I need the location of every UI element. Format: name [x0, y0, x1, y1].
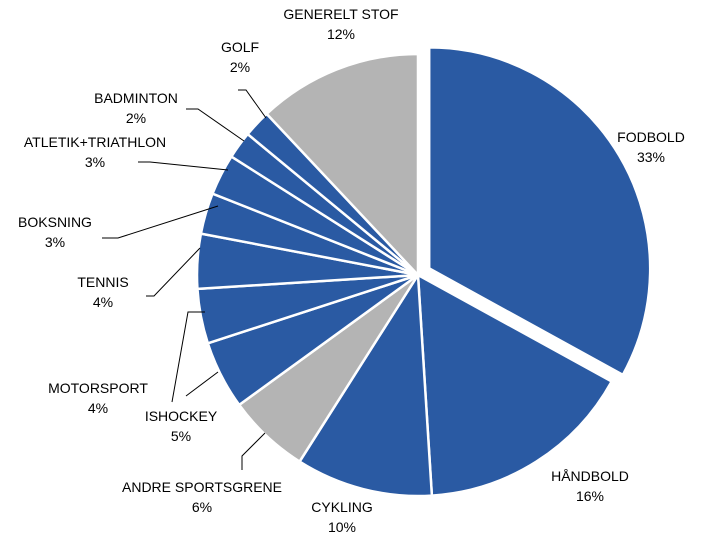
leader-line-ishockey	[185, 371, 219, 397]
slice-value-label: 2%	[230, 59, 250, 75]
leader-line-boksning	[102, 205, 219, 239]
pie-slice-fodbold	[427, 46, 652, 377]
leader-line-badminton	[186, 108, 245, 142]
slice-label-boksning: BOKSNING 3%	[18, 214, 92, 250]
slice-category-label: FODBOLD	[617, 129, 685, 145]
slice-value-label: 12%	[327, 26, 355, 42]
slice-label-fodbold: FODBOLD 33%	[617, 129, 685, 165]
slice-category-label: TENNIS	[77, 274, 128, 290]
pie-slices	[195, 46, 652, 498]
slice-label-golf: GOLF 2%	[221, 39, 259, 75]
slice-labels: FODBOLD 33% HÅNDBOLD 16% CYKLING 10% ANDRE SPO…	[18, 6, 685, 533]
slice-label-tennis: TENNIS 4%	[77, 274, 128, 310]
slice-category-label: MOTORSPORT	[48, 380, 148, 396]
leader-line-motorsport	[171, 311, 205, 403]
leader-line-tennis	[146, 247, 201, 297]
slice-label-generelt-stof: GENERELT STOF 12%	[283, 6, 398, 42]
slice-label-ishockey: ISHOCKEY 5%	[145, 408, 218, 444]
slice-value-label: 33%	[637, 149, 665, 165]
slice-label-cykling: CYKLING 10%	[311, 499, 372, 533]
slice-category-label: ISHOCKEY	[145, 408, 218, 424]
slice-category-label: HÅNDBOLD	[551, 468, 629, 484]
slice-value-label: 3%	[85, 154, 105, 170]
leader-line-andre-sportsgrene	[241, 432, 266, 470]
pie-slice-generelt-stof	[264, 52, 420, 279]
slice-value-label: 2%	[126, 110, 146, 126]
slice-label-motorsport: MOTORSPORT 4%	[48, 380, 148, 416]
slice-category-label: GOLF	[221, 39, 259, 55]
slice-value-label: 4%	[93, 294, 113, 310]
leader-lines	[102, 89, 267, 470]
slice-value-label: 6%	[192, 499, 212, 515]
slice-category-label: ANDRE SPORTSGRENE	[122, 479, 282, 495]
slice-category-label: GENERELT STOF	[283, 6, 398, 22]
pie-slice-h-ndbold	[416, 272, 614, 497]
slice-value-label: 16%	[576, 488, 604, 504]
slice-value-label: 4%	[88, 400, 108, 416]
slice-label-badminton: BADMINTON 2%	[94, 90, 178, 126]
leader-line-golf	[238, 89, 267, 119]
slice-value-label: 5%	[171, 428, 191, 444]
slice-category-label: CYKLING	[311, 499, 372, 515]
slice-value-label: 3%	[45, 234, 65, 250]
slice-category-label: BADMINTON	[94, 90, 178, 106]
slice-label-atletik-triathlon: ATLETIK+TRIATHLON 3%	[24, 134, 166, 170]
slice-value-label: 10%	[328, 519, 356, 533]
slice-category-label: BOKSNING	[18, 214, 92, 230]
leader-line-atletik-triathlon	[138, 161, 229, 171]
slice-category-label: ATLETIK+TRIATHLON	[24, 134, 166, 150]
slice-label-h-ndbold: HÅNDBOLD 16%	[551, 468, 629, 504]
slice-label-andre-sportsgrene: ANDRE SPORTSGRENE 6%	[122, 479, 282, 515]
pie-slice-cykling	[297, 271, 434, 498]
